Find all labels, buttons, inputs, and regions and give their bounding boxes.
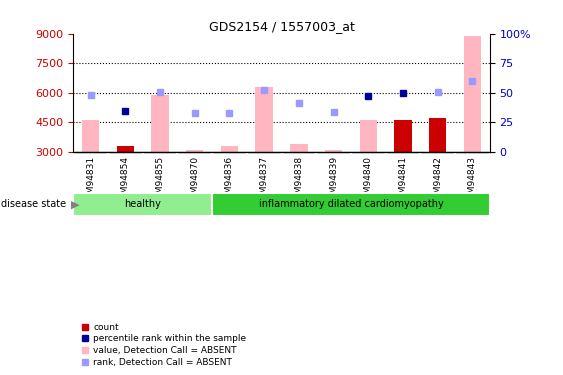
Text: healthy: healthy (124, 200, 161, 209)
Text: GSM94838: GSM94838 (294, 156, 303, 205)
Bar (464, 36, 481, 152)
Bar (325, 150, 342, 152)
Text: GSM94836: GSM94836 (225, 156, 234, 205)
Text: disease state: disease state (1, 200, 66, 209)
Text: inflammatory dilated cardiomyopathy: inflammatory dilated cardiomyopathy (258, 200, 443, 209)
Text: GSM94855: GSM94855 (155, 156, 164, 205)
Text: GSM94843: GSM94843 (468, 156, 477, 205)
Text: GSM94841: GSM94841 (399, 156, 408, 205)
Bar (360, 120, 377, 152)
Bar (117, 146, 134, 152)
Bar (290, 144, 307, 152)
Bar (151, 95, 169, 152)
FancyBboxPatch shape (73, 193, 212, 216)
Legend: count, percentile rank within the sample, value, Detection Call = ABSENT, rank, : count, percentile rank within the sample… (78, 319, 250, 370)
Bar (221, 146, 238, 152)
Text: GSM94831: GSM94831 (86, 156, 95, 205)
Text: GSM94870: GSM94870 (190, 156, 199, 205)
Text: ▶: ▶ (71, 200, 79, 209)
Text: GSM94842: GSM94842 (434, 156, 442, 205)
Text: GSM94839: GSM94839 (329, 156, 338, 205)
Bar (82, 120, 99, 152)
Text: GSM94854: GSM94854 (121, 156, 129, 205)
Bar (256, 87, 273, 152)
Text: GSM94840: GSM94840 (364, 156, 373, 205)
FancyBboxPatch shape (212, 193, 490, 216)
Bar (394, 120, 412, 152)
Bar (429, 118, 446, 152)
Title: GDS2154 / 1557003_at: GDS2154 / 1557003_at (208, 20, 355, 33)
Bar (186, 150, 203, 152)
Text: GSM94837: GSM94837 (260, 156, 269, 205)
